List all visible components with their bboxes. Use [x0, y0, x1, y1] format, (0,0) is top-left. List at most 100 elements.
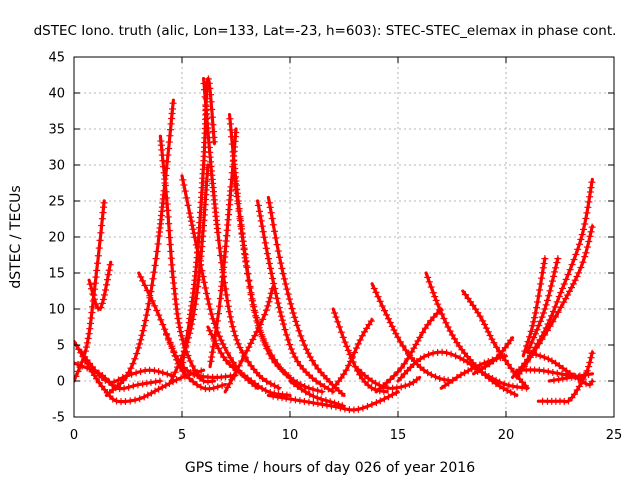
data-point	[501, 356, 509, 364]
data-point	[155, 385, 163, 393]
data-point	[390, 372, 398, 380]
data-point	[228, 133, 236, 141]
data-point	[287, 345, 295, 353]
data-series-20	[266, 389, 400, 414]
data-point	[582, 380, 590, 388]
data-point	[533, 344, 541, 352]
data-point	[201, 284, 209, 292]
data-point	[451, 335, 459, 343]
data-point	[388, 322, 396, 330]
data-point	[155, 311, 163, 319]
data-point	[258, 222, 266, 230]
data-point	[379, 382, 387, 390]
data-point	[481, 363, 489, 371]
data-point	[173, 376, 181, 384]
data-point	[95, 379, 103, 387]
data-point	[581, 220, 589, 228]
data-point	[282, 394, 290, 402]
data-point	[335, 323, 343, 331]
data-point	[226, 354, 234, 362]
data-series	[74, 75, 596, 414]
data-point	[394, 368, 402, 376]
data-point	[188, 221, 196, 229]
data-point	[311, 361, 319, 369]
data-point	[193, 381, 201, 389]
data-point	[469, 301, 477, 309]
data-point	[217, 252, 225, 260]
data-point	[168, 344, 176, 352]
data-point	[424, 321, 432, 329]
data-point	[206, 91, 214, 99]
data-point	[335, 400, 343, 408]
data-point	[170, 349, 178, 357]
data-point	[416, 363, 424, 371]
data-point	[289, 349, 297, 357]
data-point	[293, 321, 301, 329]
data-point	[284, 290, 292, 298]
data-series-35	[526, 255, 562, 354]
data-point	[302, 345, 310, 353]
data-point	[290, 380, 298, 388]
data-series-18	[254, 199, 336, 395]
data-point	[113, 382, 121, 390]
data-point	[541, 255, 549, 263]
data-point	[285, 295, 293, 303]
data-point	[81, 347, 89, 355]
data-point	[226, 313, 234, 321]
data-point	[251, 380, 259, 388]
data-point	[570, 390, 578, 398]
data-point	[259, 335, 267, 343]
data-point	[264, 255, 272, 263]
data-point	[416, 333, 424, 341]
data-point	[209, 343, 217, 351]
data-point	[253, 328, 261, 336]
data-point	[527, 349, 535, 357]
y-tick-label: 15	[48, 267, 65, 282]
data-point	[529, 322, 537, 330]
data-point	[298, 385, 306, 393]
data-point	[548, 312, 556, 320]
data-point	[291, 353, 299, 361]
data-point	[265, 298, 273, 306]
data-point	[133, 350, 141, 358]
data-point	[566, 266, 574, 274]
data-point	[540, 309, 548, 317]
data-point	[275, 304, 283, 312]
data-point	[295, 327, 303, 335]
data-point	[82, 343, 90, 351]
data-point	[90, 295, 98, 303]
data-point	[324, 385, 332, 393]
data-point	[271, 227, 279, 235]
data-point	[560, 280, 568, 288]
data-point	[553, 369, 561, 377]
data-point	[386, 375, 394, 383]
data-point	[500, 380, 508, 388]
y-tick-label: 40	[48, 87, 65, 102]
data-point	[184, 201, 192, 209]
data-point	[251, 332, 259, 340]
data-point	[129, 382, 137, 390]
data-point	[397, 364, 405, 372]
data-point	[274, 247, 282, 255]
x-axis-label: GPS time / hours of day 026 of year 2016	[185, 460, 475, 476]
data-point	[100, 199, 108, 207]
data-series-16	[231, 170, 326, 396]
data-series-11	[179, 75, 218, 369]
data-point	[255, 324, 263, 332]
data-point	[518, 378, 526, 386]
data-point	[179, 354, 187, 362]
data-point	[559, 364, 567, 372]
data-point	[240, 244, 248, 252]
data-point	[163, 194, 171, 202]
data-point	[74, 372, 80, 380]
data-point	[262, 244, 270, 252]
data-point	[171, 295, 179, 303]
data-point	[211, 331, 219, 339]
data-point	[347, 357, 355, 365]
data-point	[503, 386, 511, 394]
data-point	[322, 396, 330, 404]
data-point	[484, 328, 492, 336]
x-tick-label: 15	[390, 428, 407, 443]
y-axis-label: dSTEC / TECUs	[8, 185, 24, 288]
